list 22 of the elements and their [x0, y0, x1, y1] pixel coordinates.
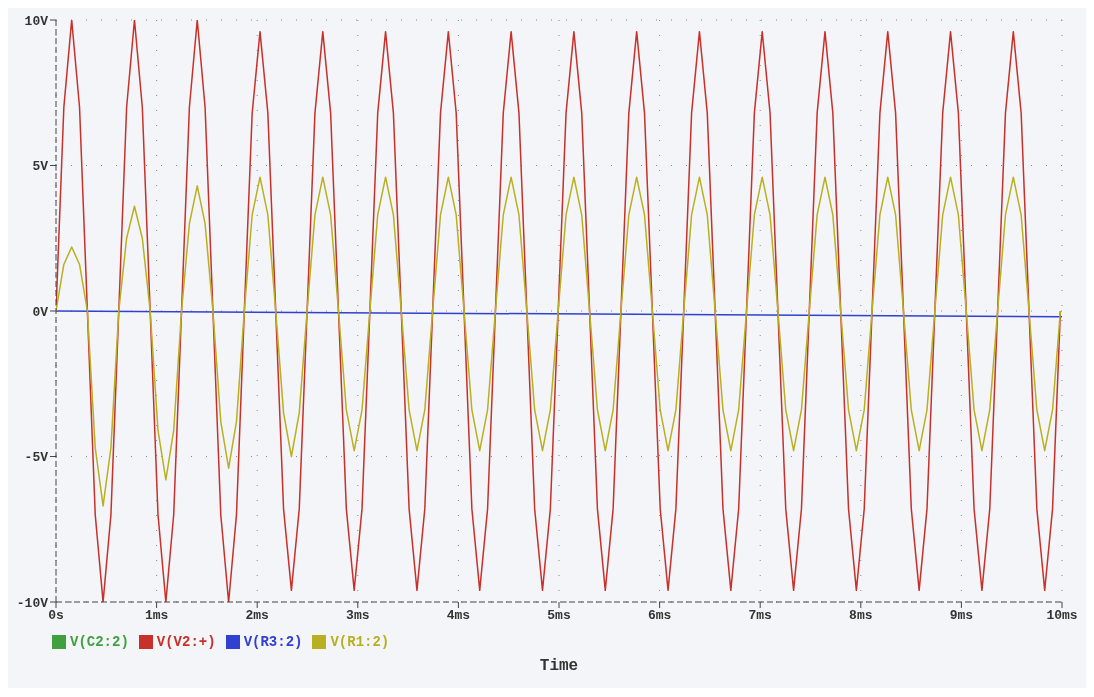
x-tick-label: 10ms: [1046, 608, 1078, 624]
legend-label: V(C2:2): [70, 634, 129, 650]
x-tick-label: 8ms: [849, 608, 873, 624]
x-tick-label: 9ms: [949, 608, 974, 624]
legend-label: V(R1:2): [330, 634, 390, 650]
y-tick-label: -5V: [24, 450, 49, 466]
x-tick-label: 6ms: [647, 608, 672, 624]
x-tick-label: 3ms: [346, 608, 370, 624]
y-tick-label: 10V: [24, 13, 49, 29]
x-tick-label: 4ms: [446, 608, 471, 624]
legend-label: V(R3:2): [243, 634, 303, 650]
line-series: [56, 176, 1062, 507]
x-tick-label: 7ms: [748, 608, 773, 624]
x-tick-label: 2ms: [245, 608, 270, 624]
y-tick-label: -10V: [16, 595, 49, 611]
x-axis-title: Time: [539, 657, 579, 675]
x-tick-label: 1ms: [144, 608, 169, 624]
y-tick-label: 0V: [32, 304, 49, 320]
y-tick-label: 5V: [32, 159, 49, 175]
x-tick-label: 0s: [48, 608, 64, 624]
legend-label: V(V2:+): [156, 634, 216, 650]
x-tick-label: 5ms: [547, 608, 571, 624]
